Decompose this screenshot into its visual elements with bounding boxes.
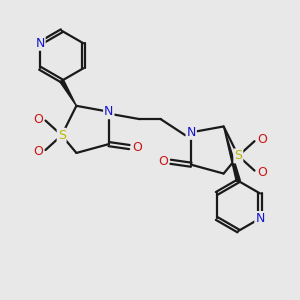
Text: S: S: [234, 149, 242, 162]
Text: N: N: [187, 126, 196, 139]
Text: O: O: [257, 166, 267, 178]
Text: S: S: [58, 129, 66, 142]
Text: N: N: [104, 105, 113, 118]
Text: O: O: [33, 112, 43, 126]
Text: O: O: [257, 133, 267, 146]
Text: O: O: [132, 141, 142, 154]
Text: N: N: [35, 37, 45, 50]
Polygon shape: [224, 126, 240, 182]
Text: O: O: [158, 155, 168, 168]
Text: N: N: [255, 212, 265, 225]
Text: O: O: [33, 145, 43, 158]
Polygon shape: [60, 80, 76, 106]
